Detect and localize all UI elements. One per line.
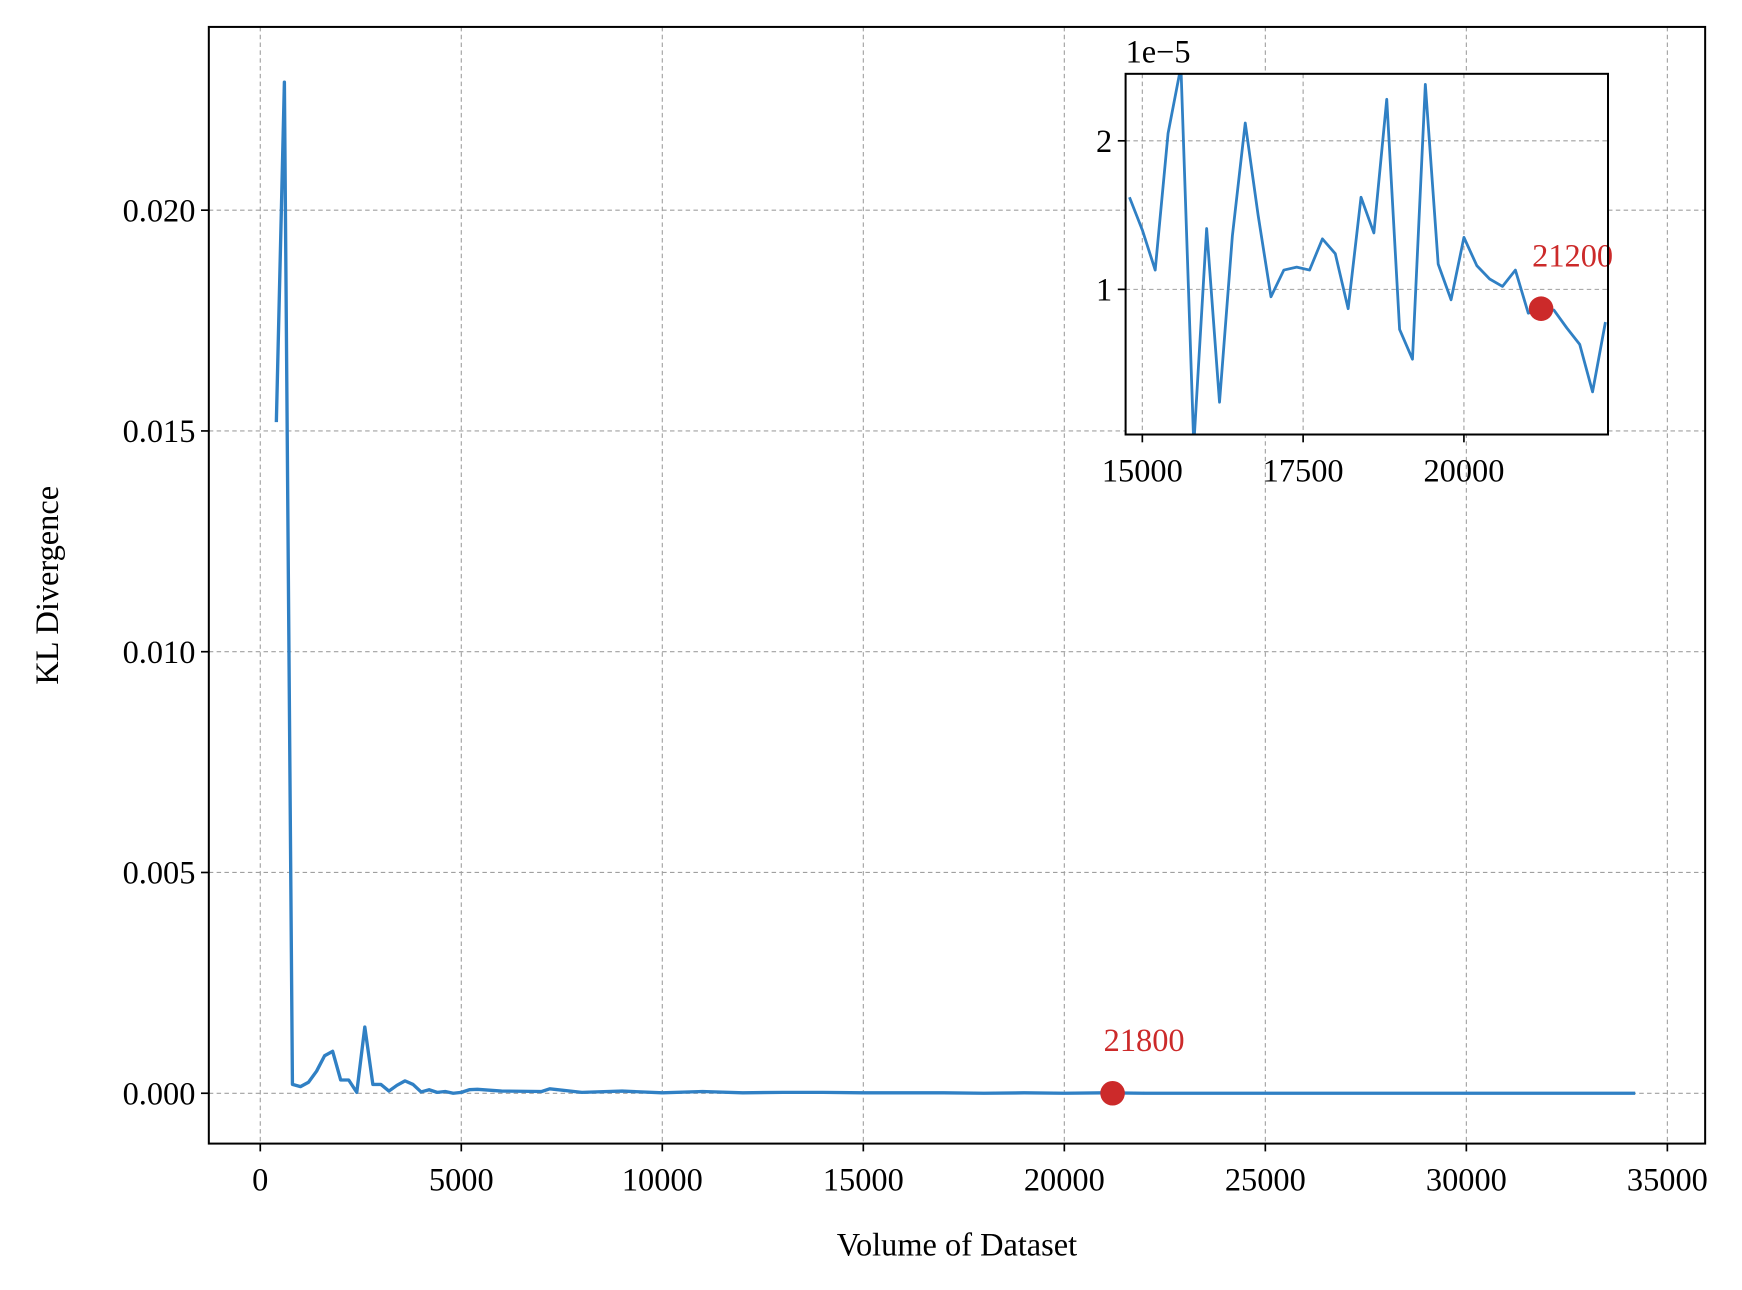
axes-frame [207, 25, 1707, 1145]
y-tick-label: 2 [1096, 124, 1112, 160]
axes-frame [1124, 72, 1610, 436]
x-tick-label: 10000 [622, 1162, 703, 1198]
x-tick-label: 30000 [1426, 1162, 1507, 1198]
x-tick-label: 35000 [1627, 1162, 1708, 1198]
y-tick-label: 0.005 [123, 856, 196, 892]
x-tick-label: 20000 [1423, 453, 1504, 489]
highlight-label: 21200 [1532, 238, 1613, 274]
x-tick-label: 17500 [1263, 453, 1344, 489]
x-tick-label: 25000 [1225, 1162, 1306, 1198]
x-tick-label: 0 [252, 1162, 268, 1198]
x-axis-label: Volume of Dataset [837, 1227, 1077, 1263]
axes: 15000 17500 20000 1 2 21200 1e−5 [1096, 35, 1613, 490]
x-tick-label: 15000 [1102, 453, 1183, 489]
y-tick-label: 0.020 [123, 193, 196, 229]
offset-label: 1e−5 [1126, 35, 1191, 71]
y-axis-label: KL Divergence [30, 486, 66, 685]
data-line [1128, 73, 1607, 435]
highlight-label: 21800 [1104, 1023, 1185, 1059]
data-line [274, 80, 1636, 1095]
x-tick-label: 20000 [1024, 1162, 1105, 1198]
y-tick-label: 0.010 [123, 635, 196, 671]
y-tick-label: 0.000 [123, 1076, 196, 1112]
highlight-point [1100, 1080, 1125, 1106]
x-tick-label: 15000 [823, 1162, 904, 1198]
y-tick-label: 1 [1096, 273, 1112, 309]
y-tick-label: 0.015 [123, 414, 196, 450]
highlight-point [1528, 296, 1554, 321]
x-tick-label: 5000 [429, 1162, 494, 1198]
